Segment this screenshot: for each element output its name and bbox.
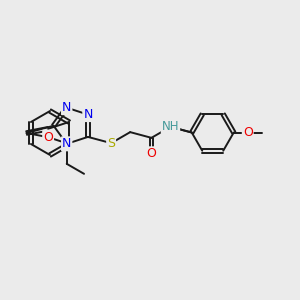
Text: NH: NH (162, 120, 179, 133)
Text: O: O (43, 131, 53, 144)
Text: O: O (243, 126, 253, 139)
Text: N: N (62, 137, 71, 150)
Text: N: N (83, 108, 93, 121)
Text: O: O (146, 147, 156, 160)
Text: N: N (62, 101, 71, 114)
Text: S: S (107, 136, 115, 150)
